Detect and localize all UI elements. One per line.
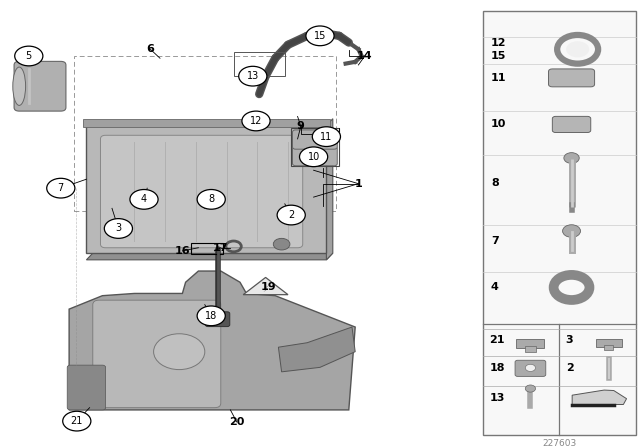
Text: 4: 4 (141, 194, 147, 204)
Text: 2: 2 (288, 210, 294, 220)
FancyBboxPatch shape (292, 130, 337, 149)
Text: 2: 2 (566, 363, 573, 373)
FancyBboxPatch shape (93, 300, 221, 408)
Text: 10: 10 (307, 152, 320, 162)
FancyBboxPatch shape (596, 340, 621, 347)
Polygon shape (326, 119, 333, 260)
Text: 12: 12 (491, 38, 506, 48)
Text: 21: 21 (490, 336, 505, 345)
Text: 4: 4 (491, 282, 499, 293)
FancyBboxPatch shape (483, 11, 636, 435)
Text: 5: 5 (26, 51, 32, 61)
Circle shape (242, 111, 270, 131)
FancyBboxPatch shape (205, 312, 230, 327)
FancyBboxPatch shape (86, 125, 326, 253)
FancyBboxPatch shape (14, 61, 66, 111)
FancyBboxPatch shape (292, 146, 337, 166)
Circle shape (273, 238, 290, 250)
Circle shape (104, 219, 132, 238)
Text: 21: 21 (70, 416, 83, 426)
FancyBboxPatch shape (515, 360, 546, 376)
Text: 8: 8 (491, 178, 499, 188)
Circle shape (566, 41, 589, 57)
Circle shape (154, 334, 205, 370)
Text: ⚡: ⚡ (262, 284, 269, 293)
Text: 11: 11 (320, 132, 333, 142)
Polygon shape (69, 271, 355, 410)
Circle shape (563, 225, 580, 237)
Text: 8: 8 (208, 194, 214, 204)
Text: 6: 6 (147, 44, 154, 54)
FancyBboxPatch shape (516, 340, 545, 348)
FancyBboxPatch shape (552, 116, 591, 133)
Text: 12: 12 (250, 116, 262, 126)
Text: 11: 11 (491, 73, 506, 83)
Text: 1: 1 (355, 179, 362, 189)
Text: 18: 18 (490, 363, 505, 373)
Circle shape (239, 66, 267, 86)
Circle shape (525, 385, 536, 392)
Circle shape (312, 127, 340, 146)
FancyBboxPatch shape (604, 345, 613, 350)
Circle shape (47, 178, 75, 198)
Text: 3: 3 (115, 224, 122, 233)
Circle shape (63, 411, 91, 431)
Text: 7: 7 (58, 183, 64, 193)
Text: 9: 9 (297, 121, 305, 131)
Text: 227603: 227603 (542, 439, 577, 448)
Circle shape (197, 190, 225, 209)
Text: 10: 10 (491, 120, 506, 129)
Text: 15: 15 (491, 51, 506, 60)
Polygon shape (243, 277, 288, 295)
Text: 16: 16 (175, 246, 190, 256)
FancyBboxPatch shape (67, 365, 106, 410)
Circle shape (130, 190, 158, 209)
Polygon shape (572, 390, 627, 405)
FancyBboxPatch shape (525, 346, 536, 352)
Ellipse shape (13, 67, 26, 105)
Circle shape (15, 46, 43, 66)
Circle shape (197, 306, 225, 326)
Text: 20: 20 (229, 417, 244, 427)
Text: 17: 17 (213, 243, 228, 253)
Polygon shape (86, 253, 333, 260)
Text: 13: 13 (246, 71, 259, 81)
Circle shape (300, 147, 328, 167)
FancyBboxPatch shape (83, 119, 330, 127)
Text: 13: 13 (490, 392, 505, 402)
FancyBboxPatch shape (100, 135, 303, 248)
Text: 14: 14 (357, 51, 372, 61)
Circle shape (306, 26, 334, 46)
Polygon shape (278, 327, 355, 372)
Circle shape (564, 153, 579, 164)
Text: 3: 3 (566, 336, 573, 345)
Text: 7: 7 (491, 236, 499, 246)
Circle shape (525, 364, 536, 371)
FancyBboxPatch shape (548, 69, 595, 87)
Circle shape (277, 205, 305, 225)
Text: 19: 19 (261, 282, 276, 292)
Text: 15: 15 (314, 31, 326, 41)
Text: 18: 18 (205, 311, 218, 321)
